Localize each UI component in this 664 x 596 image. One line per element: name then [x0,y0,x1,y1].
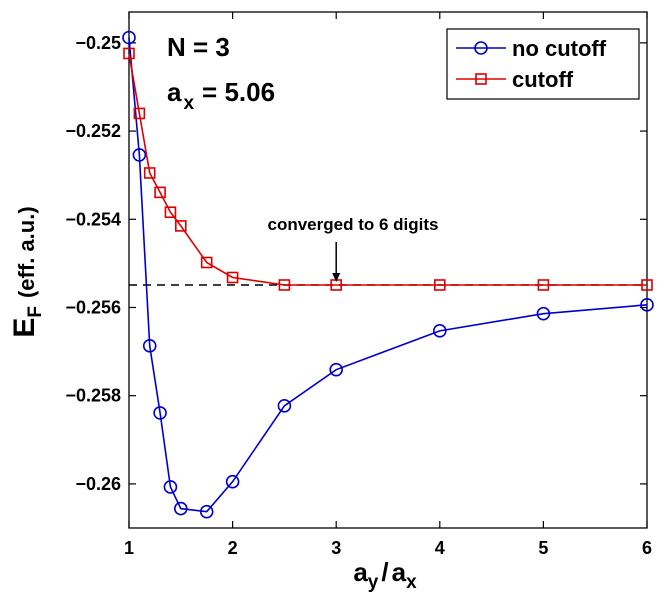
x-tick-label: 6 [642,538,652,558]
series-no-cutoff [122,30,654,519]
y-tick-label: −0.26 [75,474,121,494]
legend: no cutoff cutoff [446,28,640,100]
series-line [128,53,647,286]
data-point [154,186,166,199]
x-tick-label: 5 [538,538,548,558]
legend-box [446,28,640,100]
series-line [128,37,648,513]
axes-box [128,11,648,529]
y-tick-label: −0.258 [65,386,121,406]
x-label-a1: a [353,557,368,587]
tick-labels: 1 2 3 4 5 6 −0.25 −0.252 −0.254 −0.256 −0.258 −0.26 [65,33,652,558]
x-tick-label: 1 [124,538,134,558]
data-point [225,474,240,489]
data-point [163,480,178,494]
data-point [329,362,344,377]
y-tick-label: −0.252 [65,121,121,141]
series-cutoff [123,47,653,291]
y-axis-label: EF (eff. a.u.) [8,206,46,337]
x-label-sub1: y [368,572,379,593]
legend-label-cutoff: cutoff [512,67,574,92]
data-point [641,279,653,291]
ax-sub: x [183,93,194,114]
data-point [278,279,291,291]
y-label-rest: (eff. a.u.) [14,206,39,298]
legend-marker-cutoff [475,73,487,85]
y-tick-label: −0.256 [65,297,121,317]
axes [128,11,648,529]
y-label-main: E [8,318,41,338]
x-label-sep: / [381,557,388,587]
legend-marker-no-cutoff [474,41,488,55]
y-tick-label: −0.25 [75,33,121,53]
data-point [277,399,292,413]
arrow-head [332,272,341,282]
ax-value: = 5.06 [202,77,275,107]
data-point [432,324,447,338]
ax-label: a x = 5.06 [167,77,275,114]
converged-annotation: converged to 6 digits [268,215,439,234]
data-point [174,501,188,516]
data-point [537,279,550,291]
data-point [226,271,239,284]
data-point [142,339,157,353]
data-point [640,298,654,312]
data-point [133,107,146,120]
x-label-sub2: x [406,572,417,593]
data-point [536,306,551,321]
n-label: N = 3 [167,32,230,62]
data-point [143,167,156,179]
series-layer [122,30,654,519]
x-label-a2: a [392,557,407,587]
data-point [132,148,147,162]
x-axis-label: ay / ax [353,557,417,593]
y-tick-label: −0.254 [65,209,121,229]
ax-main: a [167,77,182,107]
data-point [433,279,446,291]
data-point [153,406,167,420]
data-point [123,47,135,60]
data-point [175,220,187,232]
x-tick-label: 3 [331,538,341,558]
y-label-sub: F [25,306,46,318]
data-point [164,206,177,219]
x-tick-label: 4 [435,538,445,558]
legend-label-no-cutoff: no cutoff [512,36,607,61]
converged-arrow [332,242,341,282]
data-point [199,504,214,519]
x-tick-label: 2 [228,538,238,558]
data-point [122,30,136,45]
data-point [200,256,213,269]
